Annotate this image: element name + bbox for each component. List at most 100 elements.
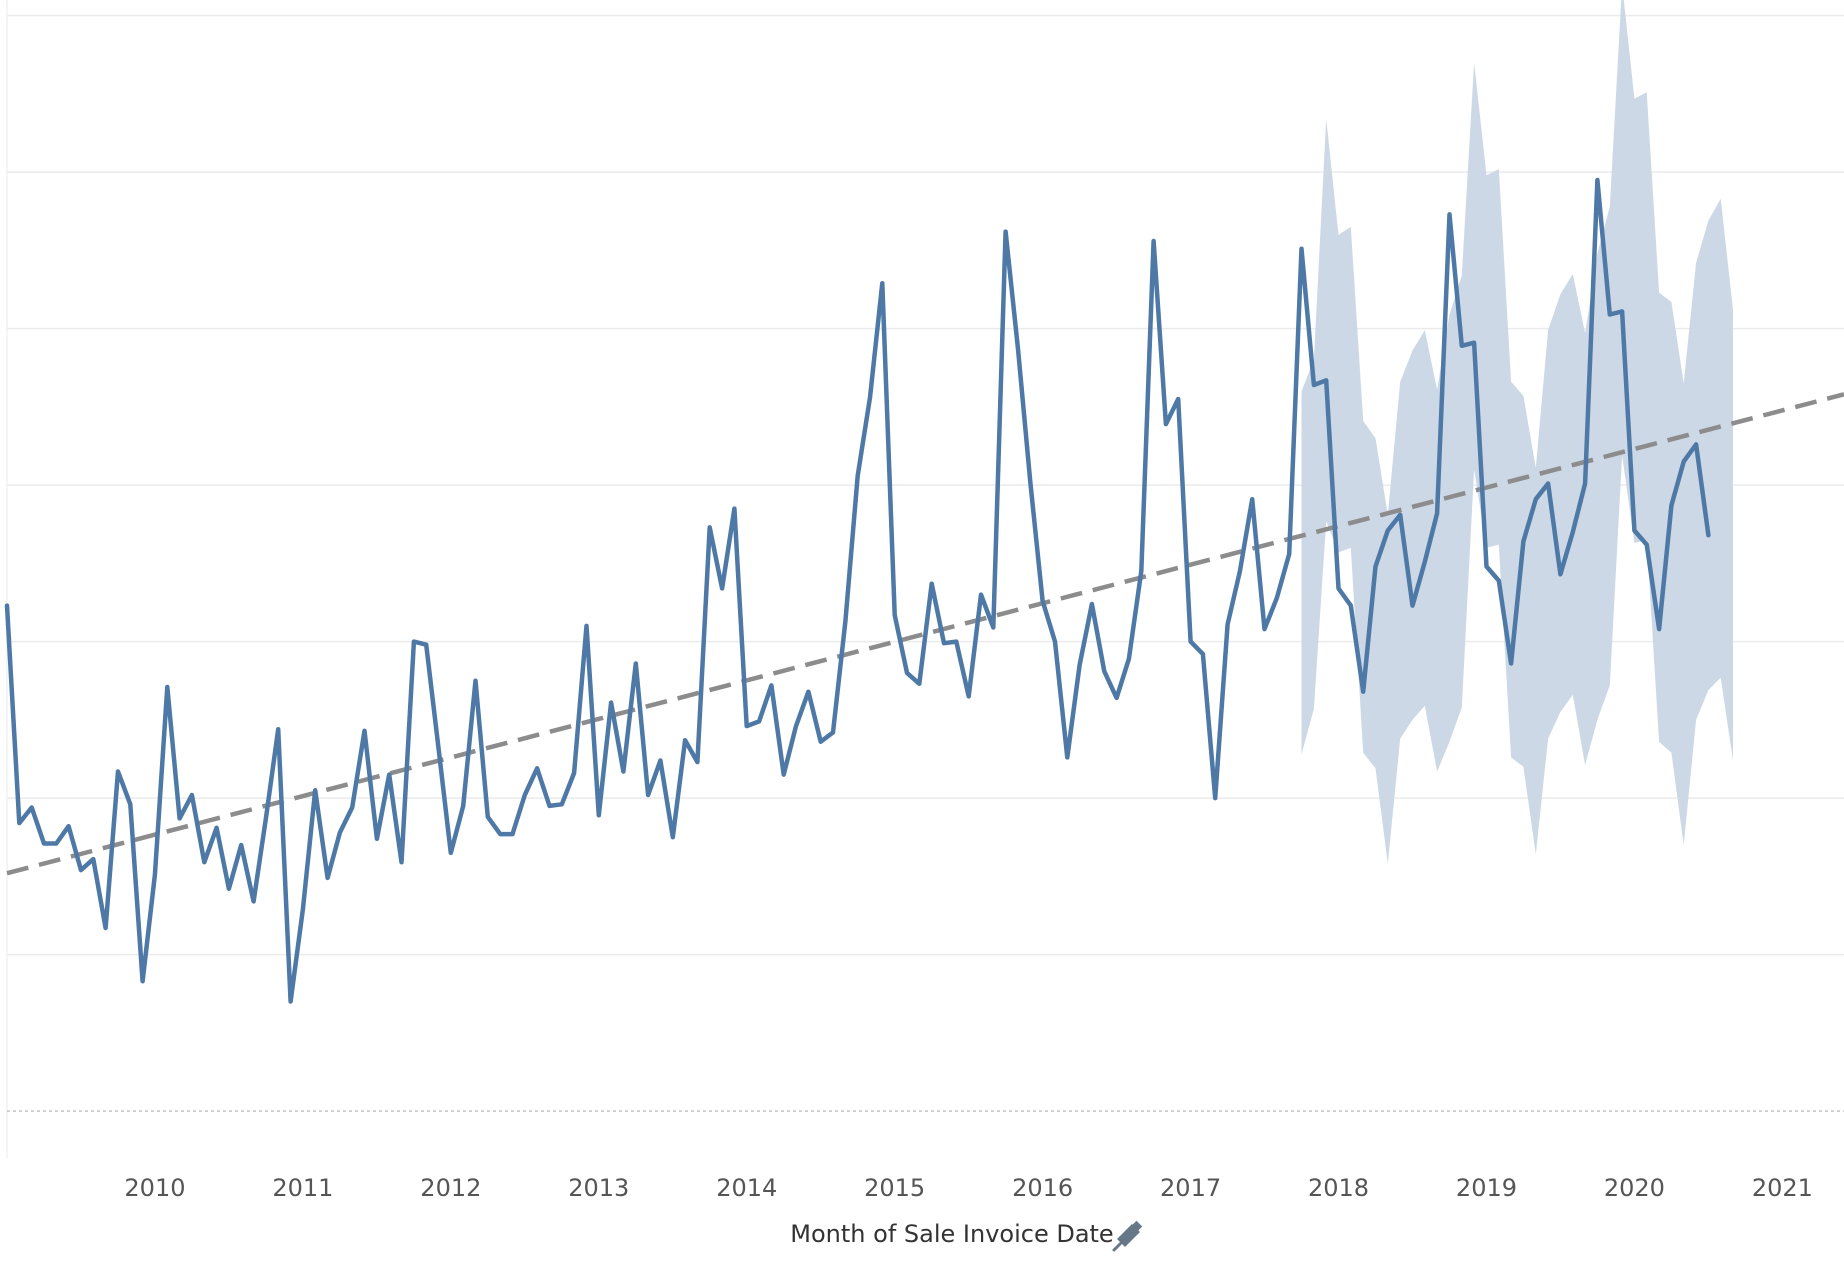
pin-icon[interactable] <box>1112 1220 1143 1252</box>
x-tick-label: 2017 <box>1160 1174 1221 1202</box>
data-point <box>967 695 970 698</box>
data-point <box>376 838 378 840</box>
data-point <box>770 684 773 687</box>
data-point <box>1337 587 1340 590</box>
data-point <box>302 908 304 910</box>
forecast-band <box>1301 0 1733 864</box>
data-point <box>1547 482 1549 485</box>
data-point <box>474 679 477 682</box>
data-point <box>265 817 267 820</box>
data-point <box>141 980 144 982</box>
data-point <box>178 817 181 820</box>
data-point <box>1029 481 1032 483</box>
data-point <box>548 805 551 807</box>
x-tick-label: 2013 <box>568 1174 629 1202</box>
data-point <box>1387 529 1389 532</box>
x-axis-title: Month of Sale Invoice Date <box>790 1220 1113 1248</box>
data-point <box>277 728 280 730</box>
data-point <box>437 747 440 749</box>
data-point <box>1115 697 1118 699</box>
data-point <box>1399 514 1401 516</box>
data-point <box>1350 604 1352 607</box>
data-point <box>240 844 242 846</box>
data-point <box>1177 398 1179 400</box>
data-point <box>289 1000 292 1003</box>
data-point <box>252 900 255 903</box>
data-point <box>524 794 526 796</box>
data-point <box>1165 423 1167 425</box>
x-tick-label: 2018 <box>1308 1174 1369 1202</box>
data-point <box>117 770 119 773</box>
data-point <box>203 861 206 863</box>
data-point <box>1202 653 1204 655</box>
data-point <box>1078 664 1081 666</box>
data-point <box>819 740 822 743</box>
data-point <box>992 626 995 629</box>
data-point <box>1658 628 1660 630</box>
data-point <box>881 282 884 285</box>
data-point <box>1621 310 1623 313</box>
forecast-band-area <box>1301 0 1733 864</box>
data-point <box>487 816 489 818</box>
data-point <box>1707 534 1710 536</box>
data-point <box>1189 640 1192 643</box>
data-point <box>1288 553 1290 555</box>
data-point <box>1017 348 1019 350</box>
data-point <box>55 842 58 845</box>
data-point <box>1091 603 1093 605</box>
data-point <box>30 806 33 809</box>
data-point <box>1609 313 1611 316</box>
data-point <box>585 625 588 627</box>
data-point <box>388 773 391 776</box>
data-point <box>1103 670 1106 673</box>
data-point <box>18 822 21 824</box>
data-point <box>1214 797 1216 799</box>
x-tick-label: 2019 <box>1456 1174 1517 1202</box>
data-point <box>129 803 132 806</box>
data-point <box>647 794 649 796</box>
data-point <box>326 877 329 879</box>
data-point <box>598 814 600 817</box>
data-point <box>721 587 723 590</box>
data-point <box>622 770 625 773</box>
data-point <box>1485 565 1488 568</box>
x-axis: 2010 2011 2012 2013 2014 2015 2016 2017 2018 2019… <box>124 1174 1812 1202</box>
data-point <box>807 690 810 693</box>
data-point <box>1300 248 1303 250</box>
data-point <box>154 874 156 876</box>
data-point <box>561 803 563 806</box>
data-point <box>856 474 859 477</box>
data-point <box>80 869 82 871</box>
data-point <box>1461 345 1463 347</box>
series-line-layer <box>4 177 1711 1004</box>
data-point <box>363 730 366 732</box>
data-point <box>1004 230 1007 233</box>
data-point <box>758 720 760 723</box>
data-point <box>635 662 637 665</box>
data-point <box>1066 756 1069 759</box>
data-point <box>844 620 847 623</box>
data-point <box>1374 565 1377 568</box>
data-point <box>1276 597 1278 599</box>
x-tick-label: 2021 <box>1752 1174 1813 1202</box>
data-point <box>1226 623 1229 626</box>
data-point <box>1535 498 1537 501</box>
data-point <box>67 825 70 827</box>
data-point <box>1584 482 1586 485</box>
data-point <box>1140 570 1143 572</box>
data-point <box>92 858 95 860</box>
x-tick-label: 2016 <box>1012 1174 1073 1202</box>
data-point <box>1448 213 1451 216</box>
data-point <box>733 507 736 510</box>
data-point <box>708 526 711 529</box>
data-point <box>6 604 8 607</box>
data-point <box>351 806 354 809</box>
data-point <box>610 701 612 704</box>
x-tick-label: 2011 <box>272 1174 333 1202</box>
data-point <box>339 831 341 834</box>
data-point <box>43 842 45 845</box>
data-point <box>696 761 699 763</box>
data-point <box>1436 512 1438 515</box>
data-point <box>1498 579 1500 582</box>
